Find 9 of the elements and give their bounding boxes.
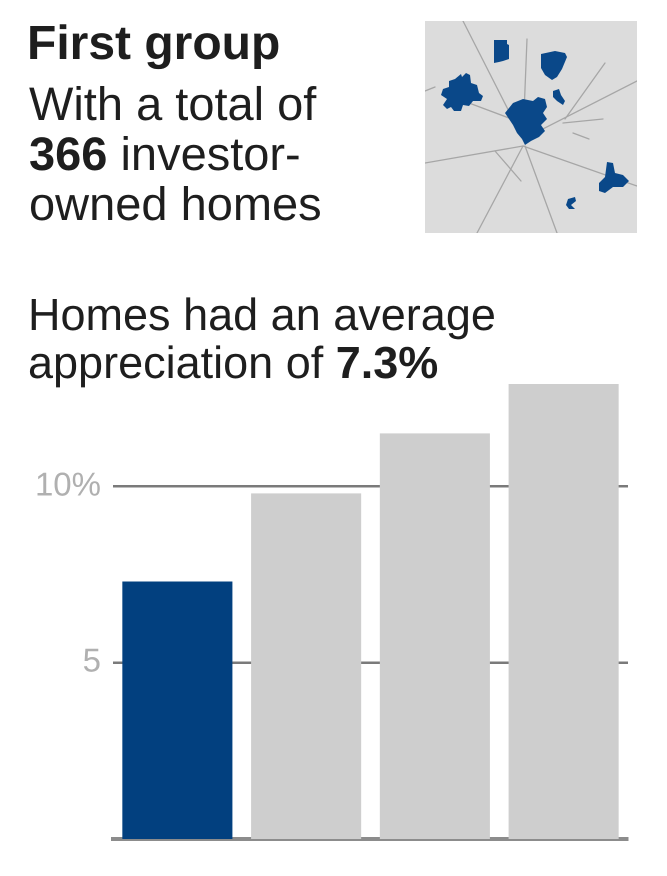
chart-title: First group xyxy=(27,16,280,72)
bar xyxy=(380,433,490,839)
y-tick-label: 10% xyxy=(34,465,101,502)
text: Homes had an average appreciation of 7.3% xyxy=(28,289,496,388)
bar xyxy=(508,384,619,839)
text: With a total of 366 investor-owned homes xyxy=(29,77,322,230)
bar xyxy=(251,493,362,839)
bar xyxy=(122,582,232,839)
y-tick-label: 5 xyxy=(82,642,101,679)
